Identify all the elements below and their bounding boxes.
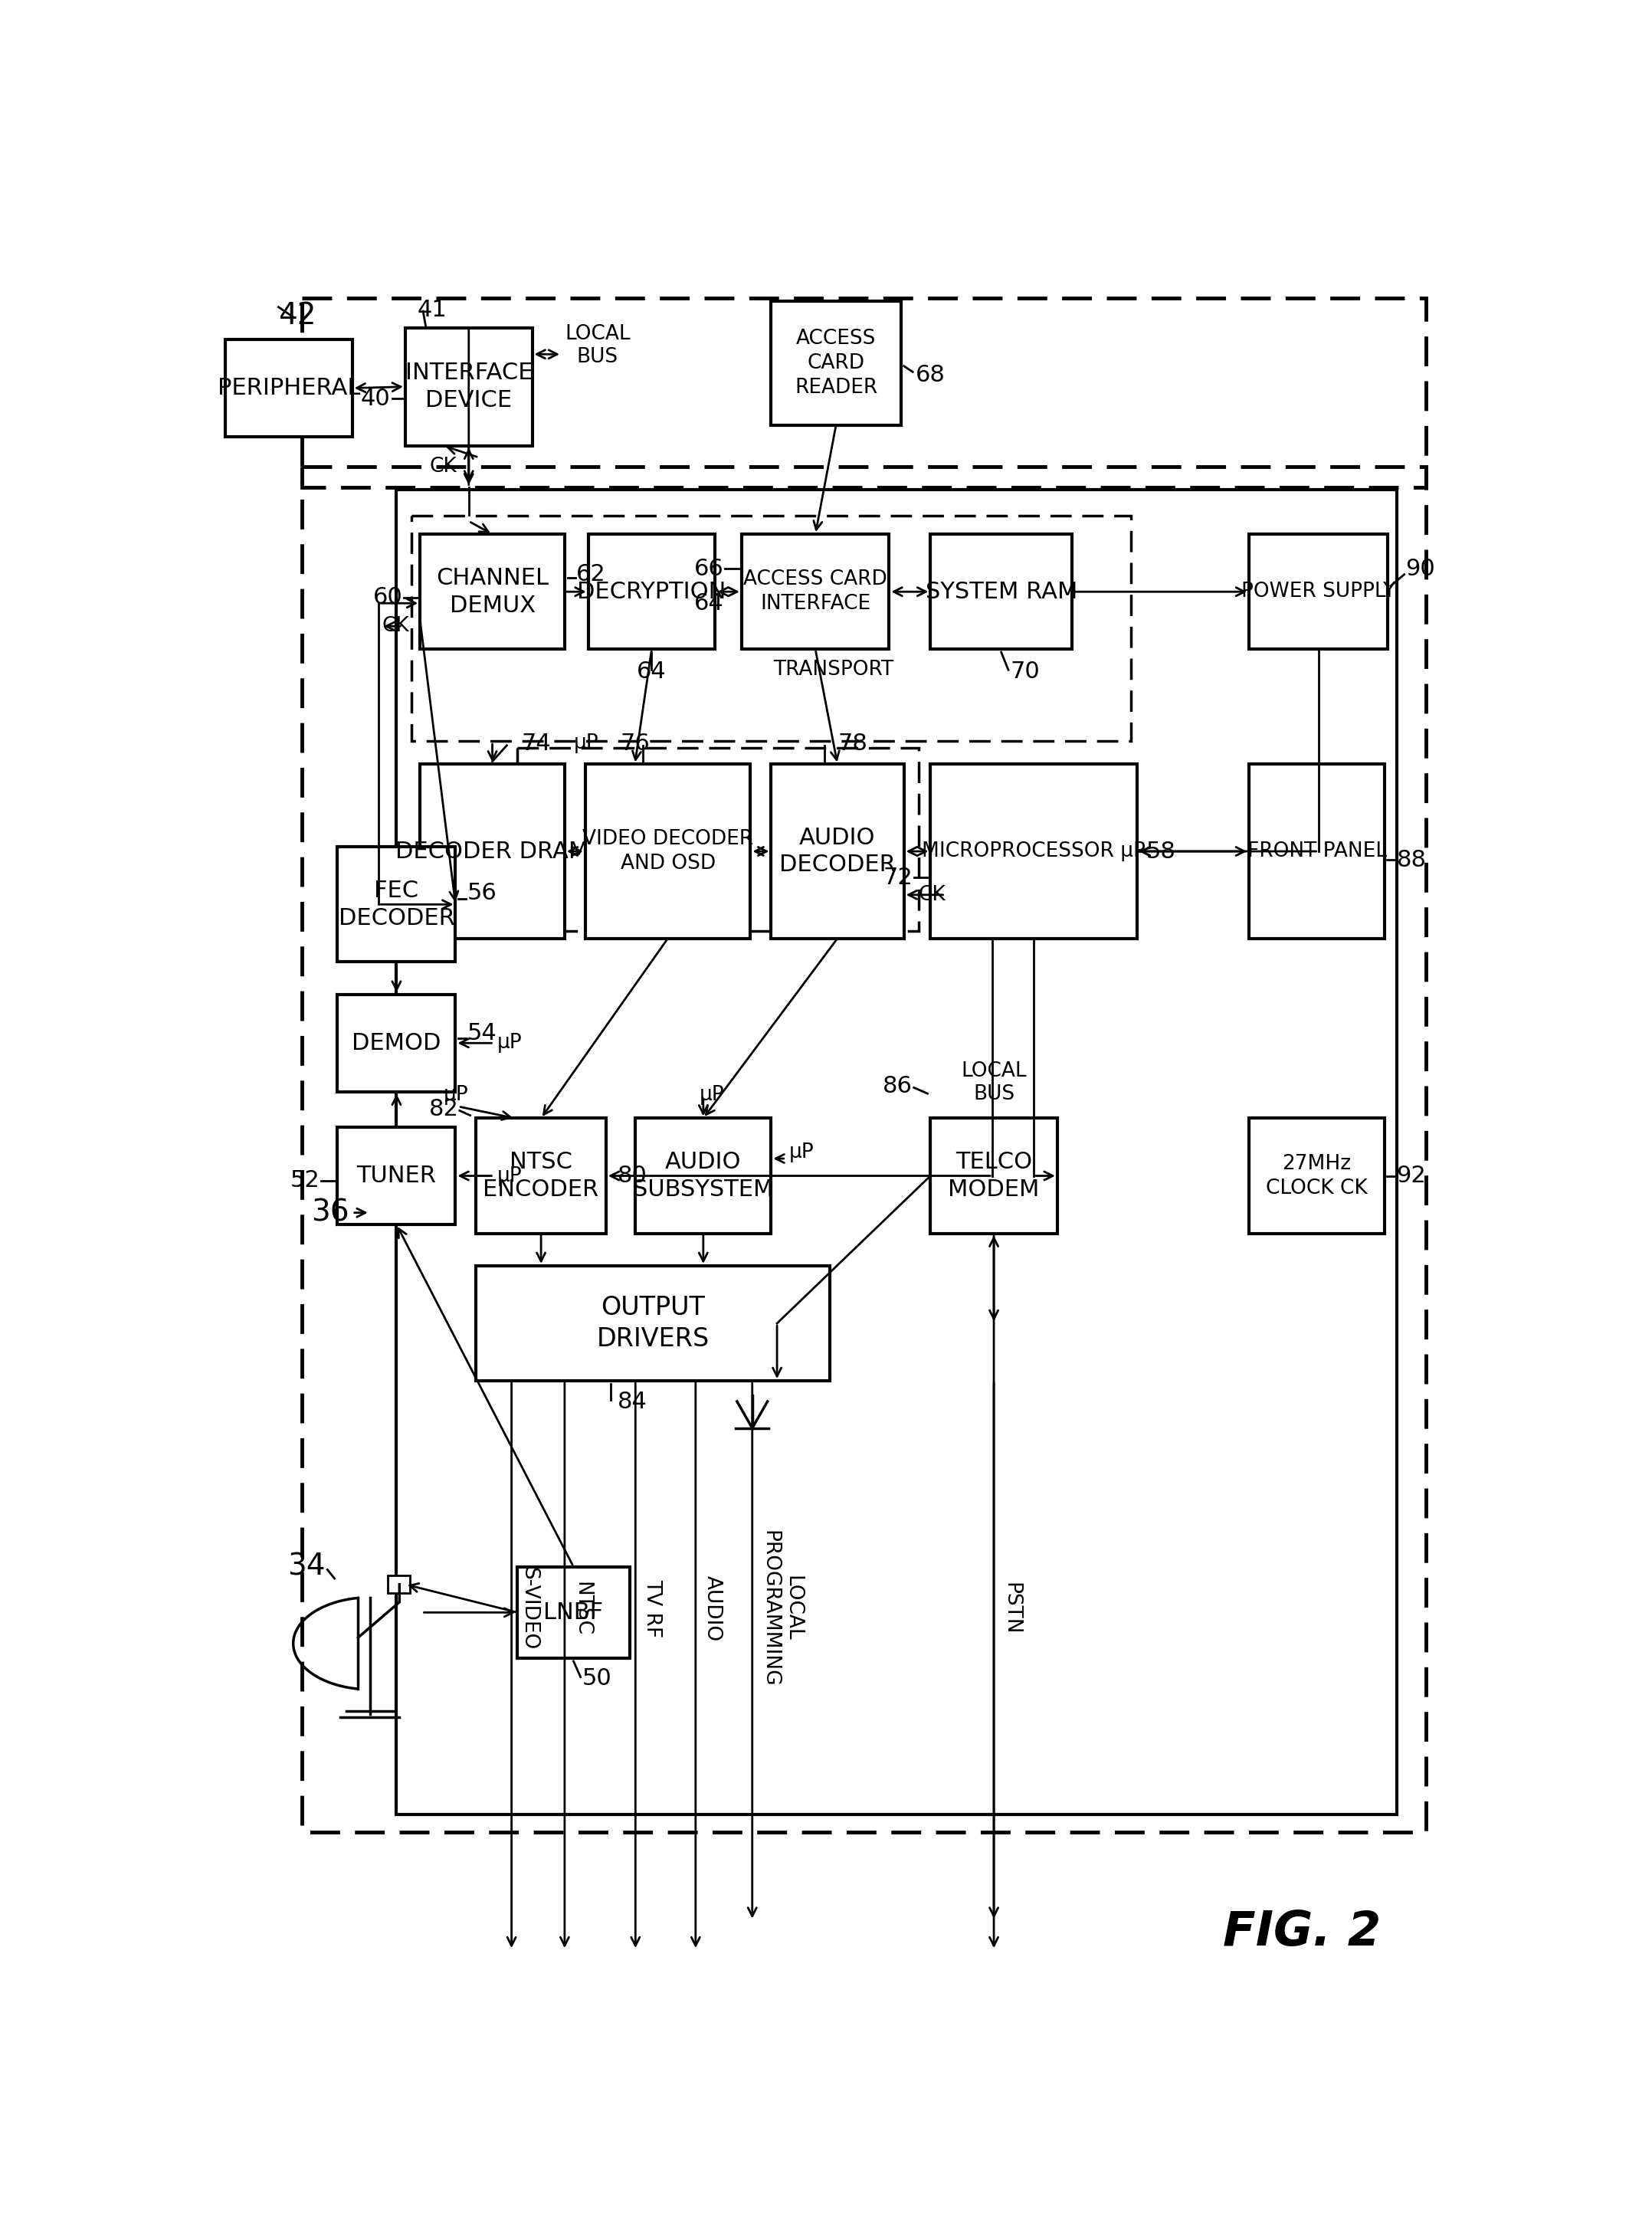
Text: MICROPROCESSOR μP: MICROPROCESSOR μP [922, 842, 1145, 862]
Text: 70: 70 [1009, 661, 1039, 683]
Text: PERIPHERAL: PERIPHERAL [218, 376, 360, 399]
Bar [588, 535, 715, 649]
Text: 42: 42 [279, 300, 317, 329]
Text: 84: 84 [618, 1390, 648, 1413]
Text: PSTN: PSTN [1001, 1583, 1021, 1634]
Text: FRONT PANEL: FRONT PANEL [1247, 842, 1386, 862]
Text: 62: 62 [577, 564, 606, 587]
Text: 54: 54 [468, 1023, 497, 1043]
Text: CHANNEL
DEMUX: CHANNEL DEMUX [436, 566, 548, 616]
Bar [302, 298, 1426, 488]
Text: 41: 41 [416, 298, 446, 320]
Bar [396, 490, 1396, 1814]
Text: 27MHz
CLOCK CK: 27MHz CLOCK CK [1265, 1153, 1368, 1198]
Bar [337, 1126, 456, 1225]
Bar [636, 1117, 771, 1234]
Bar [476, 1265, 829, 1381]
Bar [517, 1567, 629, 1659]
Text: NTSC
ENCODER: NTSC ENCODER [482, 1151, 600, 1200]
Bar [930, 763, 1137, 938]
Text: 52: 52 [291, 1169, 320, 1191]
Bar [771, 763, 904, 938]
Text: ACCESS CARD
INTERFACE: ACCESS CARD INTERFACE [743, 569, 887, 613]
Text: CK: CK [382, 616, 410, 636]
Bar [337, 846, 456, 963]
Text: μP: μP [444, 1084, 469, 1104]
Text: LOCAL
PROGRAMMING: LOCAL PROGRAMMING [760, 1529, 803, 1686]
Text: 64: 64 [636, 661, 666, 683]
Text: 64: 64 [694, 591, 724, 613]
Text: AUDIO
DECODER: AUDIO DECODER [780, 826, 895, 875]
Text: POWER SUPPLY: POWER SUPPLY [1241, 582, 1396, 602]
Text: 68: 68 [915, 363, 945, 385]
Bar [405, 327, 532, 446]
Bar [302, 466, 1426, 1832]
Bar [476, 1117, 606, 1234]
Text: OUTPUT
DRIVERS: OUTPUT DRIVERS [596, 1294, 710, 1352]
Text: FEC
DECODER: FEC DECODER [339, 880, 454, 929]
Text: TRANSPORT: TRANSPORT [773, 661, 894, 681]
Text: DECODER DRAM: DECODER DRAM [396, 840, 590, 862]
Bar [771, 300, 900, 425]
Text: FIG. 2: FIG. 2 [1222, 1910, 1381, 1955]
Text: CK: CK [430, 457, 458, 477]
Text: CK: CK [919, 884, 947, 905]
Text: DECRYPTION: DECRYPTION [577, 580, 727, 602]
Text: 92: 92 [1396, 1164, 1426, 1187]
Bar [420, 763, 565, 938]
Text: 58: 58 [1146, 840, 1176, 862]
Text: INTERFACE
DEVICE: INTERFACE DEVICE [405, 363, 532, 412]
Text: LOCAL
BUS: LOCAL BUS [565, 325, 631, 367]
Text: AUDIO
SUBSYSTEM: AUDIO SUBSYSTEM [633, 1151, 773, 1200]
Text: DEMOD: DEMOD [352, 1032, 441, 1055]
Bar [742, 535, 889, 649]
Text: TELCO
MODEM: TELCO MODEM [948, 1151, 1039, 1200]
Text: AUDIO: AUDIO [702, 1576, 722, 1641]
Text: LNBF: LNBF [544, 1601, 603, 1623]
Text: ACCESS
CARD
READER: ACCESS CARD READER [795, 329, 877, 399]
Text: LOCAL
BUS: LOCAL BUS [961, 1061, 1026, 1104]
Text: μP: μP [497, 1032, 522, 1052]
Text: S-VIDEO: S-VIDEO [519, 1567, 539, 1650]
Text: μP: μP [497, 1167, 522, 1187]
Text: 76: 76 [620, 732, 649, 755]
Text: 40: 40 [360, 387, 390, 410]
Bar [411, 515, 1132, 741]
Text: 74: 74 [522, 732, 552, 755]
Text: 56: 56 [468, 882, 497, 905]
Text: TV RF: TV RF [643, 1578, 662, 1637]
Text: TUNER: TUNER [357, 1164, 436, 1187]
Text: 50: 50 [583, 1668, 611, 1690]
Bar [585, 763, 750, 938]
Bar [1249, 1117, 1384, 1234]
Bar [388, 1576, 410, 1594]
Text: 36: 36 [311, 1198, 349, 1227]
Bar [930, 1117, 1057, 1234]
Bar [420, 535, 565, 649]
Text: 78: 78 [838, 732, 867, 755]
Bar [1249, 763, 1384, 938]
Text: 80: 80 [618, 1164, 648, 1187]
Bar [337, 994, 456, 1093]
Text: 60: 60 [373, 587, 403, 609]
Text: 86: 86 [882, 1075, 912, 1097]
Bar [517, 748, 919, 931]
Text: μP: μP [700, 1084, 725, 1104]
Text: μP: μP [788, 1142, 814, 1162]
Text: SYSTEM RAM: SYSTEM RAM [925, 580, 1077, 602]
Bar [225, 340, 352, 437]
Text: 72: 72 [884, 866, 912, 889]
Text: 82: 82 [428, 1099, 458, 1120]
Bar [1249, 535, 1388, 649]
Text: VIDEO DECODER
AND OSD: VIDEO DECODER AND OSD [583, 828, 753, 873]
Text: NTSC: NTSC [572, 1581, 591, 1637]
Text: 90: 90 [1406, 558, 1436, 580]
Bar [930, 535, 1072, 649]
Text: μP: μP [573, 734, 598, 755]
Text: 88: 88 [1396, 849, 1426, 871]
Text: 34: 34 [287, 1552, 325, 1581]
Text: 66: 66 [694, 558, 724, 580]
